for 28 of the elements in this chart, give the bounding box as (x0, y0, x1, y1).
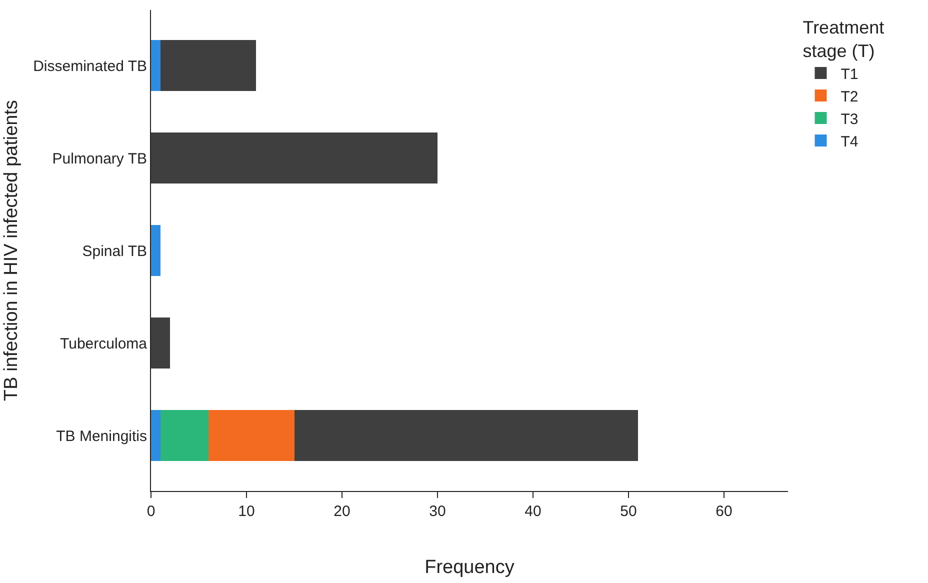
x-tick-label: 10 (238, 503, 255, 520)
bar (151, 40, 161, 91)
legend-label: T3 (840, 110, 858, 128)
y-tick-label: Pulmonary TB (52, 150, 147, 168)
y-tick-label: TB Meningitis (56, 428, 147, 445)
bar (294, 410, 638, 461)
x-tick-label: 60 (716, 503, 732, 520)
bar (151, 132, 438, 184)
x-tick-label: 0 (146, 503, 156, 520)
x-tick-label: 50 (620, 503, 637, 520)
y-tick-label: Spinal TB (82, 242, 147, 260)
legend-label: T2 (840, 88, 858, 106)
bar (151, 225, 161, 276)
x-tick-label: 40 (524, 503, 542, 520)
y-axis-title: TB infection in HIV infected patients (0, 100, 22, 401)
x-tick-label: 20 (334, 503, 350, 520)
legend-label: T1 (840, 66, 858, 83)
bar (151, 410, 161, 461)
bar (208, 410, 294, 461)
x-axis-title: Frequency (424, 556, 515, 578)
y-tick-label: Tuberculoma (60, 335, 148, 352)
legend-label: T4 (840, 133, 858, 150)
legend-title: Treatment stage (T) (802, 17, 884, 61)
bar (160, 410, 208, 461)
bar (151, 318, 170, 368)
y-tick-label: Disseminated TB (33, 58, 147, 75)
bar (160, 40, 256, 91)
x-tick-label: 30 (429, 503, 446, 520)
